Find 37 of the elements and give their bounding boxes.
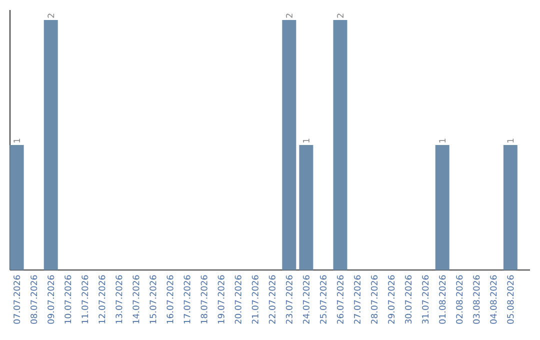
x-tick-label: 01.08.2026 (439, 275, 446, 324)
x-tick-label: 15.07.2026 (150, 275, 156, 324)
x-tick-label: 16.07.2026 (166, 275, 174, 324)
x-tick-label: 14.07.2026 (132, 275, 140, 324)
x-tick-label: 08.07.2026 (30, 275, 38, 324)
x-tick-label: 22.07.2026 (268, 275, 276, 324)
x-tick-label: 09.07.2026 (48, 275, 54, 324)
x-tick-label: 31.07.2026 (422, 275, 429, 324)
x-tick-label: 10.07.2026 (64, 275, 72, 324)
x-tick-label: 05.08.2026 (507, 275, 514, 324)
data-label: 1 (439, 138, 446, 142)
x-tick-label: 12.07.2026 (98, 275, 106, 324)
x-tick-label: 23.07.2026 (286, 275, 292, 324)
data-label: 2 (48, 14, 54, 18)
data-label: 1 (14, 138, 20, 142)
x-tick-label: 17.07.2026 (184, 275, 190, 324)
x-tick-label: 18.07.2026 (200, 275, 208, 324)
x-tick-label: 30.07.2026 (405, 275, 412, 324)
x-tick-label: 21.07.2026 (252, 275, 258, 324)
x-tick-label: 13.07.2026 (116, 275, 122, 324)
data-label: 2 (286, 14, 292, 18)
data-label: 2 (337, 14, 344, 18)
x-tick-label: 27.07.2026 (354, 275, 361, 324)
x-tick-label: 26.07.2026 (336, 275, 344, 324)
x-tick-label: 25.07.2026 (320, 275, 326, 324)
data-label: 1 (507, 138, 514, 142)
x-tick-label: 02.08.2026 (456, 275, 463, 324)
x-tick-label: 11.07.2026 (82, 275, 88, 324)
x-tick-label: 28.07.2026 (370, 275, 378, 324)
x-tick-label: 29.07.2026 (388, 275, 395, 324)
data-label: 1 (303, 138, 310, 142)
x-tick-label: 24.07.2026 (302, 275, 310, 324)
x-tick-label: 20.07.2026 (234, 275, 242, 324)
x-tick-label: 19.07.2026 (218, 275, 224, 324)
x-tick-label: 03.08.2026 (473, 275, 480, 324)
x-tick-label: 04.08.2026 (490, 275, 497, 324)
x-tick-label: 07.07.2026 (14, 275, 20, 324)
